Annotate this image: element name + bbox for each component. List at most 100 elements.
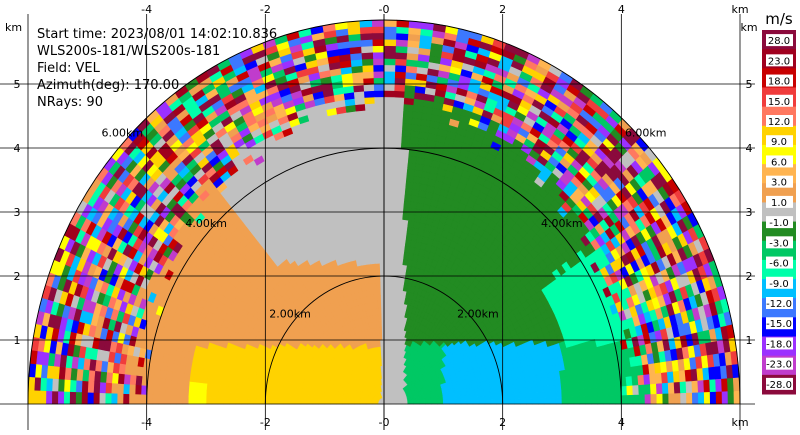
radar-cell bbox=[353, 90, 365, 99]
radar-cell bbox=[402, 103, 414, 112]
radar-cell bbox=[380, 301, 385, 309]
radar-cell bbox=[394, 58, 407, 66]
radar-cell bbox=[383, 154, 393, 162]
radar-cell bbox=[354, 103, 366, 112]
radar-cell bbox=[573, 388, 581, 398]
radar-cell bbox=[366, 231, 374, 239]
radar-cell bbox=[376, 173, 385, 181]
radar-cell bbox=[359, 154, 369, 163]
radar-cell bbox=[520, 398, 527, 405]
radar-cell bbox=[378, 230, 385, 239]
radar-cell bbox=[377, 211, 385, 219]
radar-cell bbox=[358, 19, 373, 28]
radar-cell bbox=[709, 391, 717, 405]
radar-cell bbox=[402, 206, 410, 215]
radar-cell bbox=[393, 237, 401, 246]
radar-cell bbox=[507, 393, 515, 400]
radar-cell bbox=[378, 237, 385, 245]
radar-cell bbox=[402, 109, 413, 118]
radar-cell bbox=[402, 199, 411, 208]
radar-cell bbox=[726, 377, 735, 392]
radar-cell bbox=[383, 26, 397, 34]
radar-cell bbox=[380, 294, 385, 303]
radar-cell bbox=[525, 392, 533, 399]
radar-cell bbox=[388, 256, 394, 264]
radar-cell bbox=[383, 314, 388, 322]
radar-cell bbox=[373, 83, 385, 91]
radar-cell bbox=[637, 374, 645, 386]
radar-cell bbox=[383, 198, 391, 207]
radar-cell bbox=[555, 390, 563, 398]
radar-cell bbox=[378, 243, 385, 251]
radar-cell bbox=[378, 256, 385, 264]
radar-cell bbox=[393, 250, 400, 258]
radar-cell bbox=[391, 275, 397, 284]
radar-cell bbox=[392, 109, 404, 118]
radar-cell bbox=[383, 294, 388, 303]
radar-cell bbox=[383, 45, 396, 53]
radar-cell bbox=[383, 307, 388, 315]
radar-cell bbox=[375, 154, 385, 162]
radar-cell bbox=[632, 384, 640, 395]
radar-cell bbox=[383, 90, 395, 98]
radar-cell bbox=[559, 376, 568, 385]
radar-cell bbox=[375, 141, 385, 149]
radar-cell bbox=[374, 115, 385, 123]
radar-cell bbox=[391, 147, 401, 156]
radar-cell bbox=[363, 90, 375, 98]
radar-cell bbox=[383, 179, 392, 187]
radar-cell bbox=[715, 390, 723, 405]
radar-cell bbox=[376, 192, 385, 200]
radar-cell bbox=[400, 225, 408, 234]
radar-cell bbox=[389, 218, 397, 226]
radar-cell bbox=[566, 382, 574, 391]
radar-cell bbox=[359, 32, 373, 41]
radar-cell bbox=[393, 90, 405, 98]
radar-cell bbox=[502, 398, 509, 405]
radar-cell bbox=[383, 230, 390, 239]
radar-cell bbox=[364, 109, 376, 118]
radar-cell bbox=[383, 205, 391, 213]
radar-cell bbox=[608, 386, 616, 396]
radar-cell bbox=[360, 161, 370, 169]
radar-cell bbox=[372, 51, 385, 59]
radar-cell bbox=[367, 154, 377, 162]
radar-cell bbox=[361, 58, 374, 66]
radar-cell bbox=[368, 250, 375, 258]
radar-cell bbox=[395, 32, 409, 41]
radar-cell bbox=[367, 147, 377, 156]
radar-cell bbox=[650, 393, 658, 405]
radar-cell bbox=[379, 275, 385, 283]
radar-cell bbox=[549, 390, 557, 399]
radar-cell bbox=[543, 397, 551, 405]
radar-cell bbox=[571, 374, 580, 383]
radar-cell bbox=[644, 383, 652, 395]
radar-cell bbox=[363, 192, 372, 201]
radar-cell bbox=[360, 45, 373, 54]
radar-cell bbox=[383, 70, 396, 79]
radar-cell bbox=[572, 381, 580, 391]
radar-cell bbox=[490, 399, 498, 405]
radar-cell bbox=[394, 231, 402, 239]
radar-cell bbox=[548, 377, 556, 386]
radar-cell bbox=[393, 83, 406, 92]
radar-cell bbox=[383, 250, 390, 258]
radar-cell bbox=[383, 218, 391, 226]
radar-cell bbox=[369, 192, 378, 201]
radar-cell bbox=[397, 250, 405, 259]
radar-cell bbox=[390, 179, 399, 188]
radar-cell bbox=[496, 394, 503, 401]
radar-cell bbox=[374, 109, 385, 117]
radar-cell bbox=[614, 394, 622, 405]
radar-cell bbox=[697, 379, 705, 393]
radar-cell bbox=[472, 400, 480, 405]
radar-cell bbox=[371, 211, 379, 220]
radar-cell bbox=[383, 115, 394, 123]
radar-cell bbox=[727, 390, 735, 405]
radar-cell bbox=[368, 244, 375, 252]
radar-cell bbox=[386, 294, 392, 303]
radar-cell bbox=[561, 389, 569, 398]
radar-cell bbox=[371, 32, 385, 40]
radar-cell bbox=[591, 395, 598, 405]
radar-cell bbox=[368, 173, 378, 181]
